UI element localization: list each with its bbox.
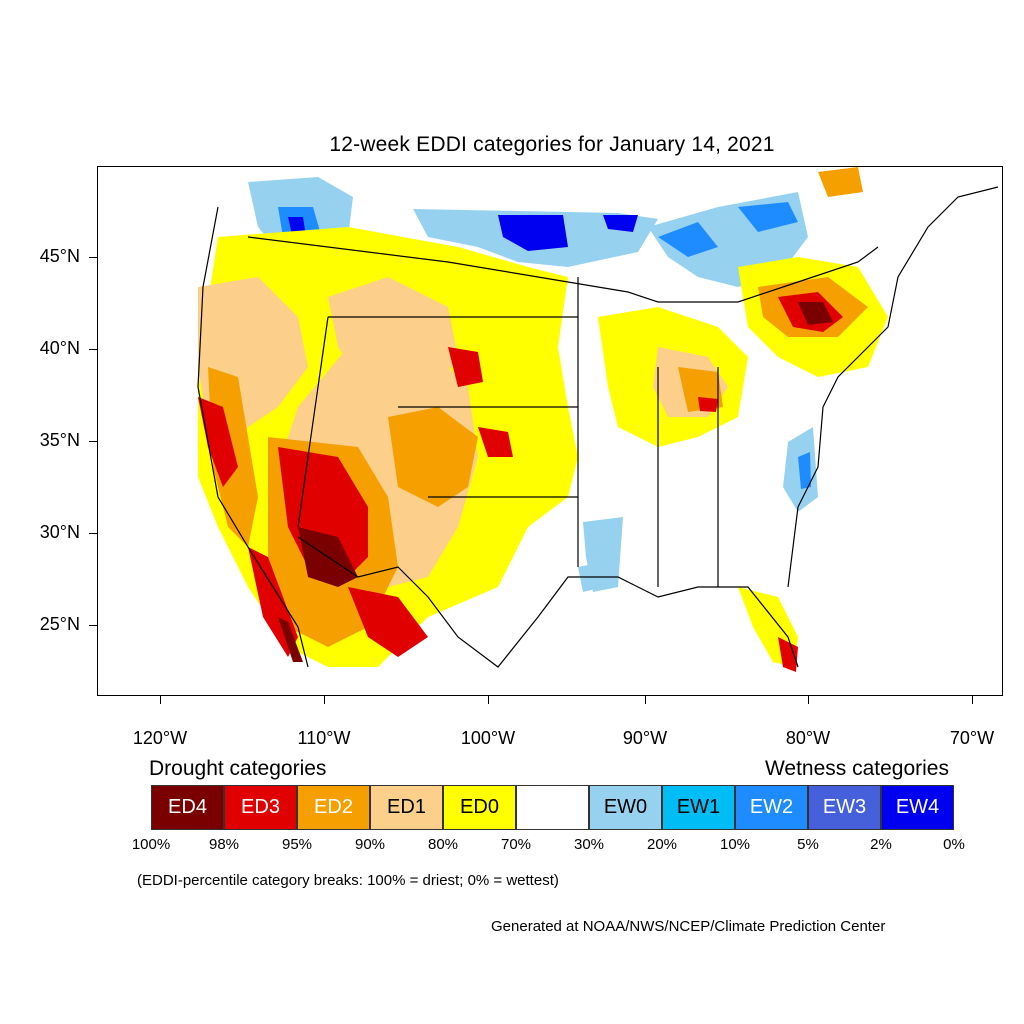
- lat-tick: [89, 625, 97, 627]
- break-label: 5%: [797, 836, 819, 853]
- eddi-map: [97, 166, 1003, 696]
- lat-tick: [89, 349, 97, 351]
- legend-box-ed2: ED2: [297, 785, 370, 830]
- lat-tick: [89, 441, 97, 443]
- lat-label-25: 25°N: [39, 614, 80, 634]
- break-label: 90%: [354, 836, 386, 853]
- break-label: 80%: [427, 836, 459, 853]
- break-label: 98%: [208, 836, 240, 853]
- lat-tick: [89, 533, 97, 535]
- legend-box-ew0: EW0: [589, 785, 662, 830]
- lon-tick: [972, 696, 974, 704]
- credit-line: Generated at NOAA/NWS/NCEP/Climate Predi…: [491, 918, 886, 935]
- break-label: 10%: [719, 836, 751, 853]
- break-label: 30%: [573, 836, 605, 853]
- legend-box-ew1: EW1: [662, 785, 735, 830]
- wetness-categories-heading: Wetness categories: [764, 757, 949, 780]
- legend-box-neutral: [516, 785, 589, 830]
- lon-label-70: 70°W: [949, 728, 995, 748]
- legend-box-ew3: EW3: [808, 785, 881, 830]
- legend-box-ed0: ED0: [443, 785, 516, 830]
- break-label: 70%: [500, 836, 532, 853]
- lon-label-90: 90°W: [622, 728, 668, 748]
- breaks-note: (EDDI-percentile category breaks: 100% =…: [137, 872, 559, 889]
- lon-tick: [488, 696, 490, 704]
- legend-box-ed4: ED4: [151, 785, 224, 830]
- break-label: 0%: [943, 836, 965, 853]
- legend-box-ew2: EW2: [735, 785, 808, 830]
- break-label: 2%: [870, 836, 892, 853]
- lon-label-110: 110°W: [297, 728, 351, 748]
- legend-box-ew4: EW4: [881, 785, 954, 830]
- lon-label-120: 120°W: [132, 728, 188, 748]
- drought-categories-heading: Drought categories: [149, 757, 327, 780]
- lon-tick: [324, 696, 326, 704]
- lat-label-30: 30°N: [39, 522, 80, 542]
- lon-tick: [808, 696, 810, 704]
- lat-label-35: 35°N: [39, 430, 80, 450]
- legend-box-ed1: ED1: [370, 785, 443, 830]
- map-title: 12-week EDDI categories for January 14, …: [329, 133, 775, 156]
- drought-areas: [198, 167, 888, 672]
- eddi-map-canvas: [197, 167, 999, 672]
- lat-label-45: 45°N: [39, 246, 80, 266]
- break-label: 20%: [646, 836, 678, 853]
- break-label: 95%: [281, 836, 313, 853]
- boundaries: [197, 186, 999, 668]
- lon-tick: [645, 696, 647, 704]
- lon-label-80: 80°W: [785, 728, 831, 748]
- lon-label-100: 100°W: [460, 728, 516, 748]
- lon-tick: [160, 696, 162, 704]
- legend-box-ed3: ED3: [224, 785, 297, 830]
- lat-label-40: 40°N: [39, 338, 80, 358]
- break-label: 100%: [131, 836, 171, 853]
- lat-tick: [89, 257, 97, 259]
